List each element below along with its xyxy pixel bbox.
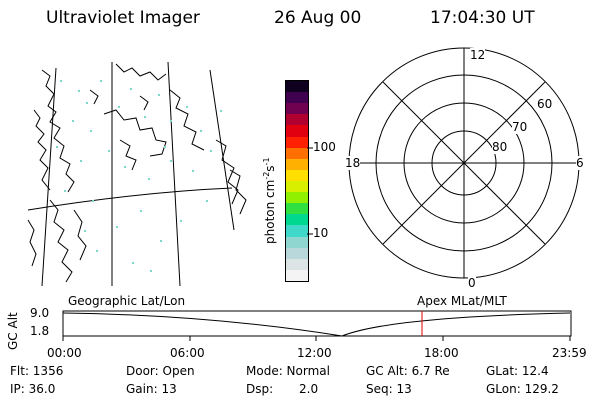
timeline-axis-label: GC Alt bbox=[6, 312, 20, 350]
timeline-xtick-1800: 18:00 bbox=[424, 346, 459, 360]
coastlines bbox=[27, 63, 247, 283]
colorbar-segment bbox=[286, 258, 308, 270]
info-flt: Flt: 1356 bbox=[10, 364, 64, 378]
timeline-ytick-9: 9.0 bbox=[30, 306, 50, 320]
info-gc-alt: GC Alt: 6.7 Re bbox=[366, 364, 450, 378]
timeline-xtick-2359: 23:59 bbox=[552, 346, 587, 360]
colorbar-segment bbox=[286, 81, 308, 93]
mlt-label-18: 18 bbox=[345, 156, 361, 170]
polar-mlt-plot bbox=[348, 47, 580, 279]
info-glat: GLat: 12.4 bbox=[486, 364, 549, 378]
info-dsp-label: Dsp: bbox=[246, 382, 274, 396]
timeline-xtick-1200: 12:00 bbox=[297, 346, 332, 360]
colorbar-segment bbox=[286, 236, 308, 248]
mlt-label-6: 6 bbox=[576, 156, 584, 170]
mlt-label-0: 0 bbox=[468, 276, 476, 290]
colorbar-segment bbox=[286, 192, 308, 204]
colorbar-segment bbox=[286, 214, 308, 226]
colorbar-segment bbox=[286, 169, 308, 181]
info-door: Door: Open bbox=[126, 364, 195, 378]
geographic-map bbox=[27, 61, 247, 287]
colorbar-segment bbox=[286, 147, 308, 159]
colorbar-segment bbox=[286, 92, 308, 104]
info-mode: Mode: Normal bbox=[246, 364, 330, 378]
colorbar-ticks bbox=[307, 147, 313, 235]
timeline-plot bbox=[62, 310, 572, 341]
colorbar-segment bbox=[286, 125, 308, 137]
colorbar-tick-10: 10 bbox=[313, 226, 329, 240]
uv-emission-pixels bbox=[56, 80, 222, 272]
lat-label-80: 80 bbox=[492, 140, 508, 154]
timeline-xtick-0000: 00:00 bbox=[47, 346, 82, 360]
lat-label-70: 70 bbox=[512, 120, 528, 134]
timeline-left-title: Geographic Lat/Lon bbox=[68, 294, 186, 308]
lat-label-60: 60 bbox=[537, 97, 553, 111]
colorbar-segment bbox=[286, 269, 308, 281]
time-label: 17:04:30 UT bbox=[430, 8, 535, 28]
colorbar-tick-100: 100 bbox=[313, 140, 336, 154]
timeline-xtick-0600: 06:00 bbox=[170, 346, 205, 360]
colorbar-label: photon cm-2s-1 bbox=[262, 157, 277, 244]
map-grid bbox=[27, 61, 235, 287]
colorbar-segment bbox=[286, 103, 308, 115]
info-dsp-value: 2.0 bbox=[299, 382, 319, 396]
colorbar-segment bbox=[286, 203, 308, 215]
colorbar-segment bbox=[286, 114, 308, 126]
mlt-label-12: 12 bbox=[470, 48, 486, 62]
colorbar bbox=[285, 80, 309, 282]
colorbar-segment bbox=[286, 247, 308, 259]
colorbar-segment bbox=[286, 225, 308, 237]
info-seq: Seq: 13 bbox=[366, 382, 412, 396]
timeline-right-title: Apex MLat/MLT bbox=[417, 294, 507, 308]
info-gain: Gain: 13 bbox=[126, 382, 177, 396]
timeline-ytick-1: 1.8 bbox=[30, 324, 50, 338]
date-label: 26 Aug 00 bbox=[274, 8, 362, 28]
colorbar-segment bbox=[286, 136, 308, 148]
info-ip: IP: 36.0 bbox=[10, 382, 56, 396]
altitude-curve bbox=[62, 312, 571, 337]
instrument-title: Ultraviolet Imager bbox=[46, 8, 200, 28]
info-glon: GLon: 129.2 bbox=[486, 382, 559, 396]
colorbar-segment bbox=[286, 180, 308, 193]
colorbar-segment bbox=[286, 158, 308, 170]
